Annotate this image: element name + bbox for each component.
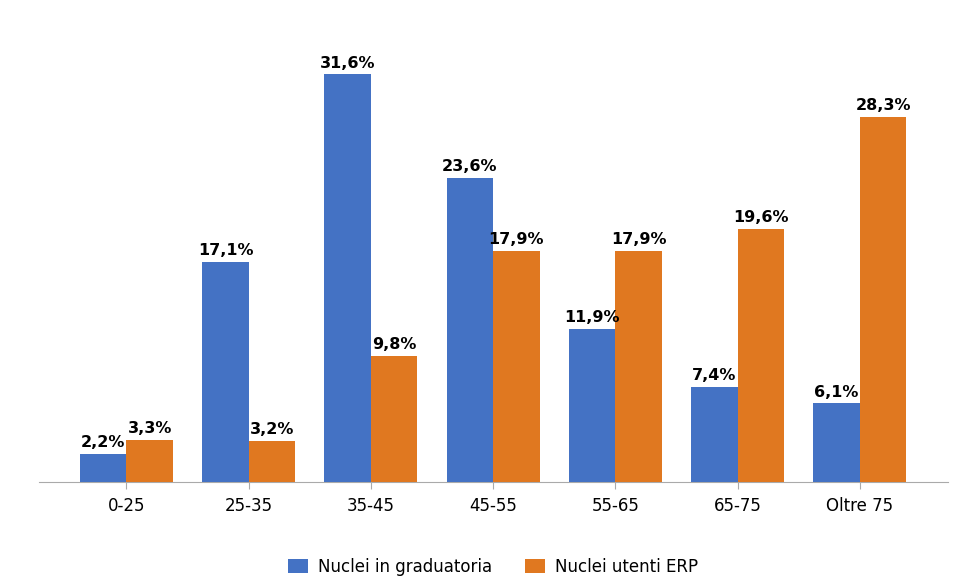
Text: 11,9%: 11,9% [565,310,620,325]
Text: 9,8%: 9,8% [372,337,417,352]
Text: 3,3%: 3,3% [128,420,172,436]
Bar [493,251,540,482]
Bar [738,229,784,482]
Text: 17,9%: 17,9% [488,232,544,248]
Bar [202,262,249,482]
Text: 31,6%: 31,6% [320,55,375,71]
Bar [325,75,371,482]
Text: 3,2%: 3,2% [249,422,294,437]
Bar [371,356,418,482]
Text: 19,6%: 19,6% [733,211,789,225]
Bar [447,178,493,482]
Bar [813,403,860,482]
Bar [860,117,906,482]
Bar [691,387,738,482]
Text: 2,2%: 2,2% [81,435,126,450]
Text: 6,1%: 6,1% [814,385,859,400]
Bar [569,329,615,482]
Text: 23,6%: 23,6% [442,159,498,174]
Bar [249,441,295,482]
Bar [80,454,127,482]
Bar [615,251,661,482]
Text: 7,4%: 7,4% [692,368,737,383]
Text: 28,3%: 28,3% [856,98,911,113]
Text: 17,1%: 17,1% [197,243,253,258]
Legend: Nuclei in graduatoria, Nuclei utenti ERP: Nuclei in graduatoria, Nuclei utenti ERP [281,551,705,582]
Bar [127,440,173,482]
Text: 17,9%: 17,9% [611,232,666,248]
